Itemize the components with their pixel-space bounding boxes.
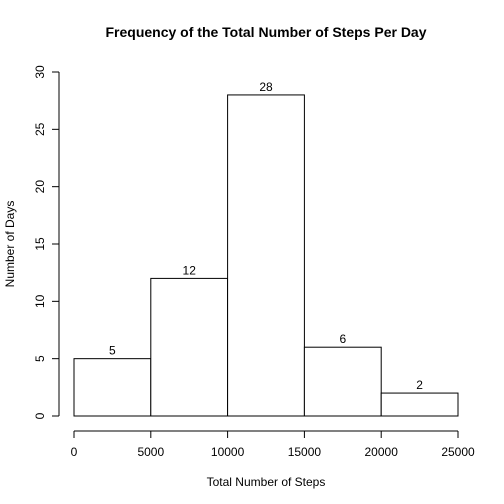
x-axis-label: Total Number of Steps [207, 475, 326, 489]
x-tick-label: 0 [71, 445, 78, 459]
y-tick-label: 0 [33, 412, 47, 419]
y-tick-label: 20 [33, 180, 47, 194]
bar-count-label: 2 [416, 378, 423, 392]
bar-count-label: 28 [259, 80, 273, 94]
x-tick-label: 10000 [211, 445, 245, 459]
y-axis-label: Number of Days [3, 201, 17, 288]
y-axis: 0 5 10 15 20 25 30 [33, 65, 60, 419]
bar-count-label: 12 [183, 263, 197, 277]
histogram-bar [73, 358, 152, 417]
histogram-bar [150, 277, 229, 417]
y-tick-label: 30 [33, 65, 47, 79]
histogram-bar [227, 94, 305, 417]
data-labels-group: 5 12 28 6 2 [109, 80, 423, 392]
histogram-bar [380, 392, 459, 417]
chart-title: Frequency of the Total Number of Steps P… [105, 24, 426, 40]
x-tick-label: 25000 [441, 445, 475, 459]
x-tick-label: 20000 [365, 445, 399, 459]
y-tick-label: 5 [33, 355, 47, 362]
bar-count-label: 5 [109, 344, 116, 358]
bars-group [73, 94, 459, 417]
x-tick-label: 5000 [137, 445, 164, 459]
histogram-bar [303, 346, 382, 417]
y-tick-label: 25 [33, 122, 47, 136]
bar-count-label: 6 [339, 332, 346, 346]
y-tick-label: 15 [33, 237, 47, 251]
x-axis: 0 5000 10000 15000 20000 25000 [71, 430, 475, 459]
y-tick-label: 10 [33, 294, 47, 308]
x-tick-label: 15000 [288, 445, 322, 459]
